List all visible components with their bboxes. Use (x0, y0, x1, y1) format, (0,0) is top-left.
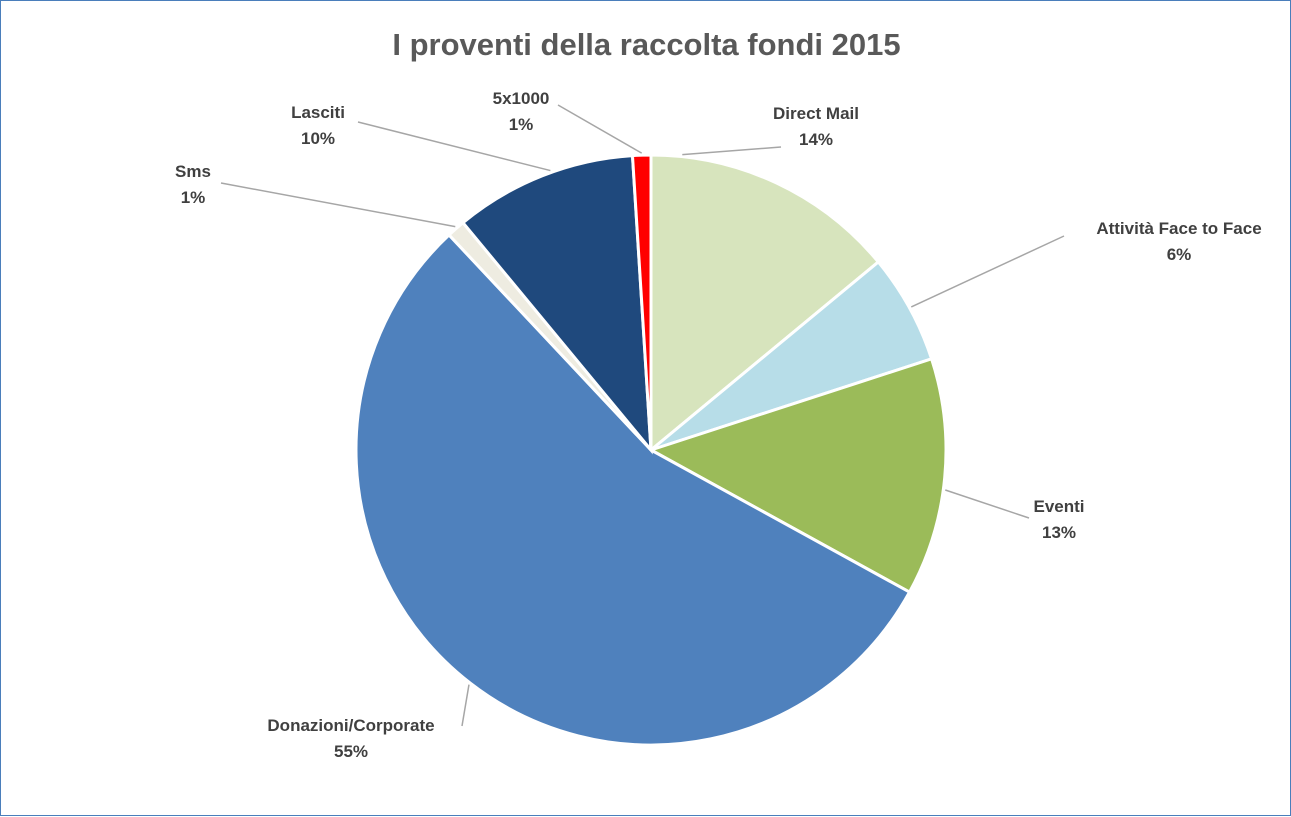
data-label-name-donazioni-corporate: Donazioni/Corporate (267, 716, 434, 735)
pie-slice-eventi (647, 356, 948, 595)
data-label-value-attivit-face-to-face: 6% (1167, 245, 1192, 264)
leader-line (682, 146, 782, 156)
leader-line (945, 489, 1030, 519)
chart-title: I proventi della raccolta fondi 2015 (392, 27, 901, 62)
data-label-value-5x1000: 1% (509, 115, 534, 134)
leader-line (357, 121, 551, 172)
pie-slice-lasciti (460, 153, 653, 455)
data-label-value-direct-mail: 14% (799, 130, 833, 149)
leader-line (461, 684, 470, 727)
leader-line (910, 235, 1065, 308)
data-label-name-lasciti: Lasciti (291, 103, 345, 122)
pie-slice-5x1000 (630, 153, 653, 451)
pie-slice-donazioni-corporate (354, 232, 912, 747)
data-label-value-sms: 1% (181, 188, 206, 207)
data-label-name-5x1000: 5x1000 (493, 89, 550, 108)
leader-line (220, 182, 456, 228)
data-label-name-eventi: Eventi (1033, 497, 1084, 516)
pie-slice-direct-mail (649, 153, 881, 454)
data-label-value-eventi: 13% (1042, 523, 1076, 542)
data-label-name-direct-mail: Direct Mail (773, 104, 859, 123)
data-label-name-sms: Sms (175, 162, 211, 181)
data-label-value-donazioni-corporate: 55% (334, 742, 368, 761)
data-label-value-lasciti: 10% (301, 129, 335, 148)
data-label-name-attivit-face-to-face: Attività Face to Face (1096, 219, 1261, 238)
leader-line (557, 104, 643, 154)
